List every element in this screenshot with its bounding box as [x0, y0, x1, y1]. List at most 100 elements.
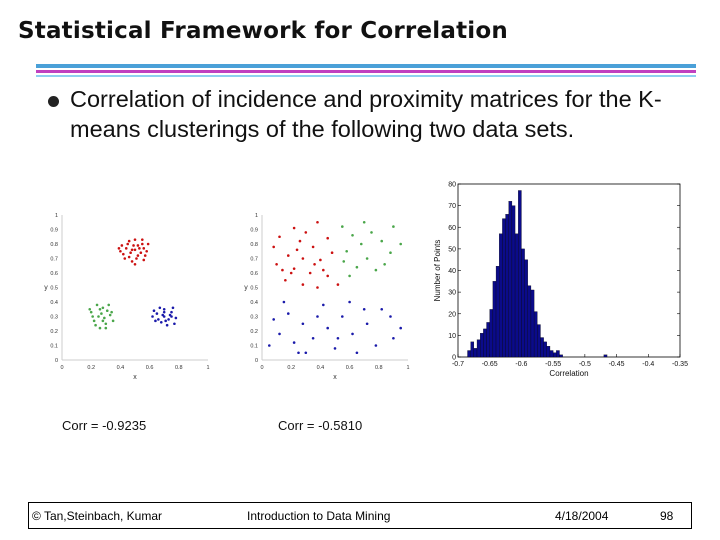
x-tick-label: -0.4 [642, 361, 654, 368]
data-point [164, 319, 167, 323]
histogram-bar [540, 337, 544, 358]
bullet-icon [48, 96, 59, 107]
data-point [162, 310, 166, 314]
x-axis-label: x [333, 374, 337, 381]
x-tick-label: 0.2 [287, 365, 295, 371]
data-point [278, 235, 281, 239]
x-tick-label: 0 [60, 365, 63, 371]
data-point [107, 303, 111, 307]
data-point [94, 323, 97, 327]
data-point [272, 318, 275, 321]
data-point [326, 274, 329, 278]
y-tick-label: 0.8 [250, 242, 258, 248]
data-point [322, 303, 325, 307]
data-point [101, 306, 105, 310]
data-point [316, 220, 319, 224]
y-tick-label: 0.6 [50, 271, 58, 277]
x-axis-label: x [133, 374, 137, 381]
data-point [284, 278, 287, 282]
x-axis-label: Correlation [549, 369, 588, 378]
data-point [88, 307, 92, 311]
x-tick-label: -0.55 [545, 361, 561, 368]
data-point [127, 255, 131, 259]
data-point [141, 238, 144, 241]
data-point [152, 309, 156, 312]
data-point [272, 245, 275, 249]
histogram-bar [502, 218, 506, 358]
y-tick-label: 0.8 [50, 242, 58, 248]
footer-bar: © Tan,Steinbach, Kumar Introduction to D… [28, 502, 692, 529]
y-tick-label: 10 [448, 333, 456, 340]
x-tick-label: -0.6 [515, 361, 527, 368]
y-tick-label: 0.5 [50, 286, 58, 292]
data-point [151, 315, 154, 318]
data-point [143, 254, 147, 257]
data-point [330, 251, 334, 254]
y-tick-label: 1 [255, 213, 258, 219]
data-point [282, 300, 286, 304]
data-point [362, 220, 366, 224]
data-point [268, 344, 271, 347]
y-tick-label: 1 [55, 213, 58, 219]
data-point [129, 251, 132, 254]
data-point [275, 263, 278, 266]
data-point [162, 307, 166, 311]
data-point [92, 319, 96, 323]
data-point [170, 315, 173, 318]
data-point [120, 244, 124, 247]
data-point [322, 268, 325, 272]
data-point [348, 274, 351, 278]
x-tick-label: 0.4 [117, 365, 125, 371]
data-point [136, 244, 140, 247]
histogram-bar [549, 350, 554, 358]
histogram-bar [480, 333, 484, 358]
data-point [292, 341, 296, 344]
y-tick-label: 60 [448, 225, 456, 232]
y-tick-label: 0.1 [250, 344, 258, 350]
histogram-bar [467, 350, 471, 358]
y-tick-label: 20 [448, 311, 456, 318]
histogram-bar [546, 346, 551, 358]
x-tick-label: -0.35 [672, 361, 688, 368]
data-point [370, 231, 373, 234]
histogram-bar [518, 190, 522, 358]
histogram-chart: 0 10 20 30 40 50 60 70 80 -0.7 -0.65 -0.6 -0.55 -0.5 -… [433, 182, 688, 379]
footer-course: Introduction to Data Mining [247, 509, 391, 523]
data-point [154, 319, 157, 323]
data-point [165, 323, 169, 327]
corr-left-label: Corr = -0.9235 [62, 418, 147, 433]
data-point [392, 225, 395, 228]
y-tick-label: 0 [452, 355, 456, 362]
data-point [159, 321, 163, 324]
data-point [355, 265, 359, 269]
data-point [101, 319, 105, 323]
data-point [104, 322, 108, 326]
histogram-bar [603, 354, 608, 358]
data-point [336, 283, 340, 286]
data-point [286, 254, 290, 257]
data-point [111, 319, 115, 323]
data-point [171, 306, 175, 310]
data-point [122, 252, 125, 256]
scatter-plot-left: 0 0.1 0.2 0.3 0.4 0.5 0.6 0.7 0.8 0.9 1 0 0.2 0.4 0.6 0… [44, 213, 209, 381]
data-point [133, 263, 137, 266]
histogram-bar [508, 201, 513, 358]
data-point [348, 300, 351, 304]
data-point [130, 260, 134, 263]
title-rule-magenta [36, 70, 696, 73]
data-point [167, 318, 170, 321]
histogram-bar [511, 205, 516, 358]
data-point [89, 310, 93, 314]
y-tick-label: 0.2 [50, 329, 58, 335]
x-tick-label: -0.45 [609, 361, 625, 368]
y-tick-label: 0.3 [250, 315, 258, 321]
x-tick-label: 1 [406, 365, 409, 371]
histogram-bar [499, 233, 503, 358]
x-tick-label: 0.8 [175, 365, 183, 371]
data-point [142, 258, 146, 262]
data-point [399, 242, 402, 246]
data-point [326, 236, 329, 240]
data-point [295, 248, 299, 252]
histogram-bar [495, 266, 500, 358]
histogram-bar [514, 233, 519, 358]
